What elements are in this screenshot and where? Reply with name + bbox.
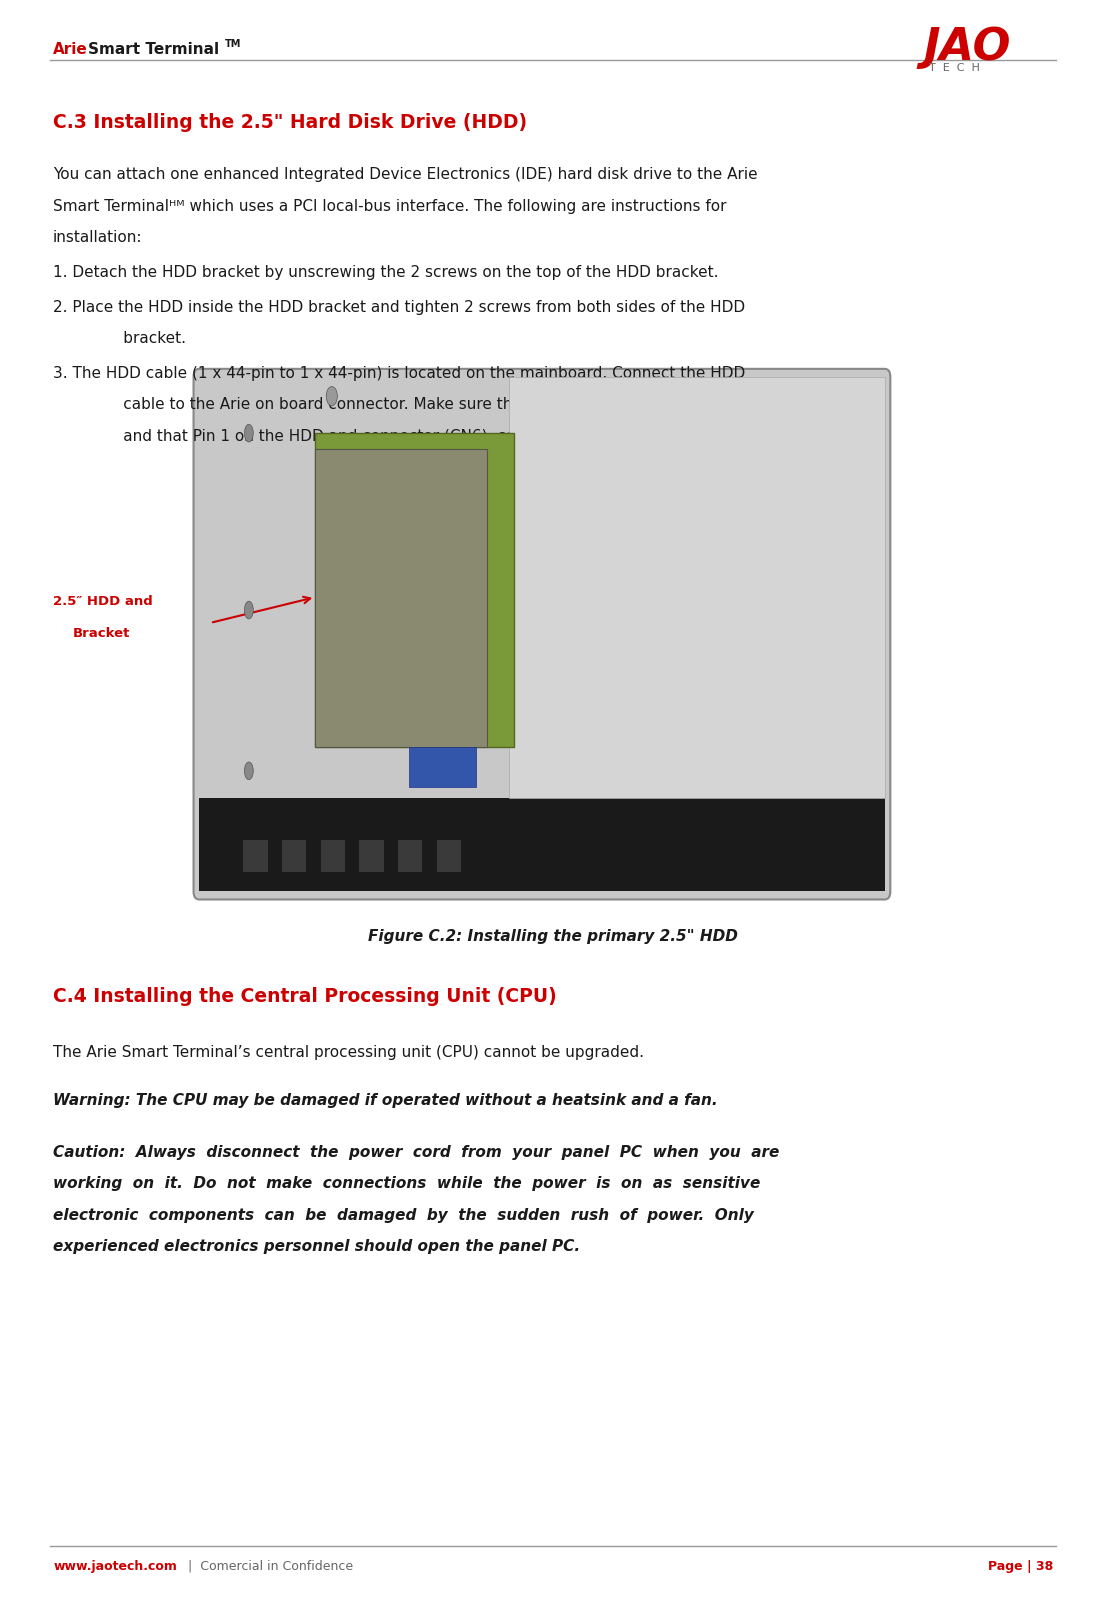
Text: Bracket: Bracket <box>73 627 131 640</box>
Text: Warning: The CPU may be damaged if operated without a heatsink and a fan.: Warning: The CPU may be damaged if opera… <box>53 1093 718 1107</box>
Bar <box>321 840 345 873</box>
Text: Arie: Arie <box>53 42 87 56</box>
Bar <box>199 799 885 892</box>
Bar <box>437 840 461 873</box>
Text: Caution:  Always  disconnect  the  power  cord  from  your  panel  PC  when  you: Caution: Always disconnect the power cor… <box>53 1144 780 1159</box>
Text: |  Comercial in Confidence: | Comercial in Confidence <box>180 1559 354 1572</box>
Text: installation:: installation: <box>53 230 143 244</box>
Text: T  E  C  H: T E C H <box>929 63 980 72</box>
Text: Smart Terminal: Smart Terminal <box>88 42 220 56</box>
Text: and that Pin 1 on the HDD and connector (CN6), correspond.: and that Pin 1 on the HDD and connector … <box>94 427 588 444</box>
Text: bracket.: bracket. <box>94 331 186 346</box>
Text: 3. The HDD cable (1 x 44-pin to 1 x 44-pin) is located on the mainboard. Connect: 3. The HDD cable (1 x 44-pin to 1 x 44-p… <box>53 366 745 381</box>
Text: Page | 38: Page | 38 <box>988 1559 1053 1572</box>
Text: JAO: JAO <box>924 26 1011 69</box>
Bar <box>398 840 422 873</box>
Bar <box>509 378 885 799</box>
Bar <box>243 840 268 873</box>
Text: 2.5″ HDD and: 2.5″ HDD and <box>53 595 153 607</box>
Text: electronic  components  can  be  damaged  by  the  sudden  rush  of  power.  Onl: electronic components can be damaged by … <box>53 1207 754 1221</box>
Text: C.4 Installing the Central Processing Unit (CPU): C.4 Installing the Central Processing Un… <box>53 987 556 1006</box>
Bar <box>282 840 306 873</box>
Bar <box>315 434 514 747</box>
Text: cable to the Arie on board connector. Make sure that the HDD is the correct way : cable to the Arie on board connector. Ma… <box>94 397 799 411</box>
Text: TM: TM <box>225 39 241 50</box>
Text: The Arie Smart Terminal’s central processing unit (CPU) cannot be upgraded.: The Arie Smart Terminal’s central proces… <box>53 1045 644 1059</box>
Ellipse shape <box>244 762 253 781</box>
Bar <box>409 747 476 787</box>
Bar <box>359 840 384 873</box>
Text: You can attach one enhanced Integrated Device Electronics (IDE) hard disk drive : You can attach one enhanced Integrated D… <box>53 167 758 182</box>
Text: C.3 Installing the 2.5" Hard Disk Drive (HDD): C.3 Installing the 2.5" Hard Disk Drive … <box>53 112 528 132</box>
Text: 2. Place the HDD inside the HDD bracket and tighten 2 screws from both sides of : 2. Place the HDD inside the HDD bracket … <box>53 299 745 315</box>
Text: experienced electronics personnel should open the panel PC.: experienced electronics personnel should… <box>53 1237 581 1253</box>
Ellipse shape <box>326 387 337 407</box>
FancyBboxPatch shape <box>194 370 890 900</box>
Text: www.jaotech.com: www.jaotech.com <box>53 1559 177 1572</box>
Text: 1. Detach the HDD bracket by unscrewing the 2 screws on the top of the HDD brack: 1. Detach the HDD bracket by unscrewing … <box>53 265 719 280</box>
Text: working  on  it.  Do  not  make  connections  while  the  power  is  on  as  sen: working on it. Do not make connections w… <box>53 1176 761 1191</box>
Ellipse shape <box>244 601 253 620</box>
Bar <box>315 450 487 747</box>
Ellipse shape <box>244 424 253 442</box>
Text: Figure C.2: Installing the primary 2.5" HDD: Figure C.2: Installing the primary 2.5" … <box>368 929 738 943</box>
Text: Smart Terminalᴴᴹ which uses a PCI local-bus interface. The following are instruc: Smart Terminalᴴᴹ which uses a PCI local-… <box>53 198 727 214</box>
